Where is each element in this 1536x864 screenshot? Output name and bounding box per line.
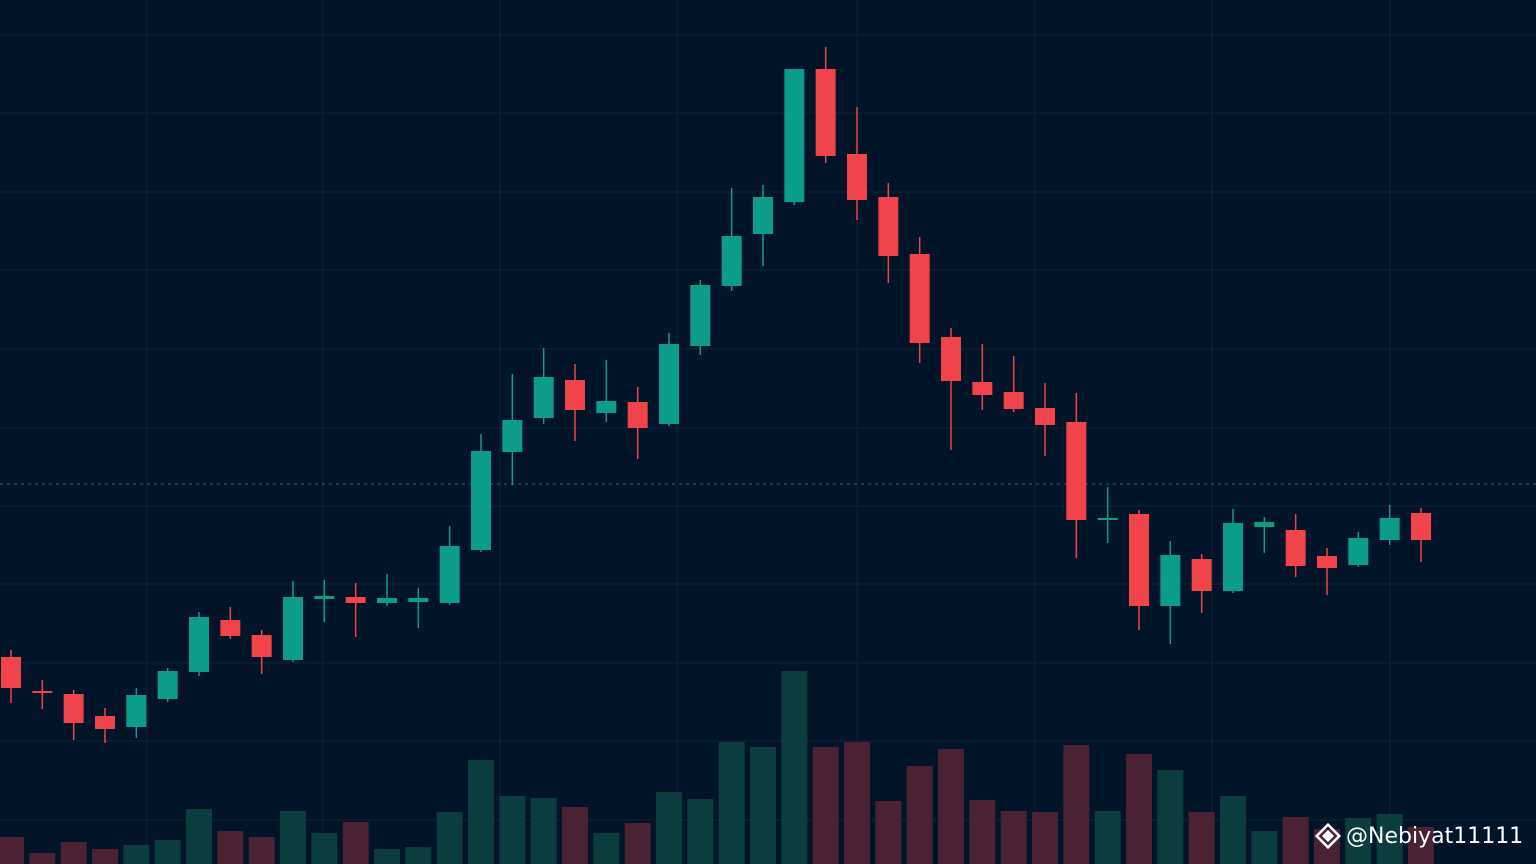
- volume-bar: [1157, 770, 1184, 864]
- volume-bar: [280, 811, 306, 864]
- volume-bar: [405, 847, 432, 864]
- volume-bar: [1345, 818, 1372, 864]
- candle-body: [32, 691, 53, 693]
- volume-bar: [906, 766, 933, 864]
- volume-bar: [0, 837, 24, 864]
- volume-bar: [938, 749, 964, 864]
- candle-body: [502, 420, 523, 452]
- candle-body: [815, 69, 836, 156]
- volume-bar: [217, 831, 244, 864]
- candle-body: [1129, 514, 1149, 606]
- candle-body: [1, 657, 21, 688]
- volume-bar: [844, 742, 870, 864]
- candle-body: [1160, 555, 1181, 606]
- candle-body: [1317, 556, 1337, 568]
- candle-body: [941, 337, 961, 381]
- candle-body: [283, 597, 303, 660]
- volume-bar: [311, 833, 338, 864]
- volume-bar: [186, 809, 212, 864]
- candle-body: [157, 671, 178, 699]
- candle-body: [721, 236, 742, 286]
- candle-body: [1191, 559, 1212, 591]
- volume-bar: [1220, 796, 1246, 864]
- candle-body: [909, 254, 930, 343]
- volume-bar: [750, 747, 776, 864]
- candle-body: [1348, 538, 1369, 565]
- volume-bar: [687, 799, 714, 864]
- volume-bar: [499, 796, 526, 864]
- volume-bar: [1032, 812, 1058, 864]
- volume-bar: [342, 822, 369, 864]
- volume-bar: [656, 792, 682, 864]
- volume-bar: [123, 845, 150, 864]
- candle-body: [596, 401, 617, 413]
- volume-bar: [812, 747, 839, 864]
- watermark-text: @Nebiyat11111: [1346, 824, 1523, 849]
- candle-body: [408, 598, 429, 602]
- plot: [0, 34, 1536, 864]
- volume-bar: [92, 849, 118, 864]
- volume-bar: [969, 800, 996, 864]
- volume-bar: [1126, 754, 1152, 864]
- candle-body: [1097, 518, 1118, 520]
- watermark: @Nebiyat11111: [1314, 822, 1523, 850]
- candle-body: [251, 635, 272, 657]
- volume-bar: [1376, 814, 1403, 864]
- volume-bar: [530, 798, 557, 864]
- volume-bar: [1282, 817, 1309, 864]
- logo: [1314, 822, 1342, 850]
- volume-bar: [436, 812, 463, 864]
- volume-bar: [468, 760, 494, 864]
- candle-body: [565, 380, 585, 410]
- candle-body: [1411, 513, 1431, 540]
- candle-body: [878, 197, 899, 256]
- candle-body: [314, 596, 335, 599]
- volume-bar: [1063, 745, 1090, 864]
- candle-body: [1035, 408, 1055, 425]
- candle-body: [1066, 422, 1087, 520]
- candle-body: [627, 402, 648, 428]
- volume-bar: [1188, 812, 1215, 864]
- volume-bar: [60, 842, 87, 864]
- volume-bar: [593, 833, 620, 864]
- volume-bar: [1094, 811, 1121, 864]
- candle-body: [533, 377, 554, 418]
- volume-bar: [1251, 831, 1278, 864]
- candle-body: [439, 546, 460, 603]
- volume-bar: [624, 823, 651, 864]
- volume-bar: [562, 807, 588, 864]
- volume-bar: [781, 671, 808, 864]
- candle-body: [471, 451, 491, 550]
- candle-body: [1223, 523, 1243, 591]
- volume-bar: [875, 801, 902, 864]
- volume-bar: [1408, 827, 1434, 864]
- candle-body: [1003, 392, 1024, 409]
- candle-body: [847, 154, 867, 200]
- volume-bar: [374, 849, 400, 864]
- candle-body: [1254, 522, 1275, 527]
- candle-body: [377, 598, 397, 603]
- candle-body: [690, 285, 711, 346]
- volume-bar: [718, 742, 745, 864]
- candle-body: [972, 382, 993, 395]
- volume-bar: [154, 840, 181, 864]
- candle-body: [189, 617, 209, 672]
- candle-body: [784, 69, 805, 202]
- candle-body: [345, 597, 366, 603]
- volume-bar: [248, 837, 275, 864]
- volume-bar: [1000, 811, 1027, 864]
- volume-bar: [29, 853, 56, 864]
- candle-body: [95, 716, 115, 729]
- candle-body: [126, 695, 147, 727]
- candle-body: [1285, 530, 1306, 566]
- candle-body: [220, 620, 241, 636]
- candle-body: [1379, 518, 1400, 540]
- candle-body: [753, 197, 773, 234]
- candle-body: [659, 344, 679, 424]
- candle-body: [63, 694, 84, 723]
